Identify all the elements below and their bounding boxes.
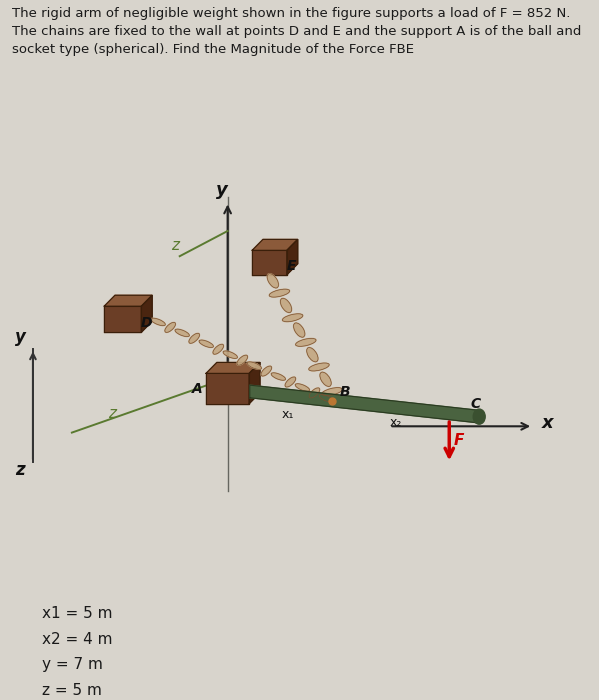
Ellipse shape [271,373,286,380]
Polygon shape [252,239,298,251]
Ellipse shape [247,362,262,370]
Text: x: x [542,414,553,433]
Text: D: D [141,316,152,330]
Polygon shape [249,363,260,404]
Text: z = 5 m: z = 5 m [42,682,102,698]
Text: x₁: x₁ [282,408,294,421]
Ellipse shape [322,388,343,395]
Ellipse shape [269,289,290,297]
Ellipse shape [473,409,485,424]
Polygon shape [104,306,141,332]
Text: The rigid arm of negligible weight shown in the figure supports a load of F = 85: The rigid arm of negligible weight shown… [12,7,582,56]
Ellipse shape [175,329,189,337]
Text: x₂: x₂ [389,416,402,429]
Text: A: A [192,382,202,395]
Ellipse shape [319,395,334,402]
Polygon shape [104,295,152,306]
Text: z: z [171,238,179,253]
Ellipse shape [295,338,316,346]
Text: B: B [340,385,350,399]
Ellipse shape [282,314,303,322]
Text: y: y [216,181,228,200]
Polygon shape [141,295,152,332]
Ellipse shape [307,347,318,362]
Ellipse shape [151,318,165,326]
Ellipse shape [285,377,296,387]
Text: E: E [286,258,296,272]
Polygon shape [252,251,287,274]
Ellipse shape [309,388,320,398]
Polygon shape [206,373,249,404]
Text: F: F [454,433,464,448]
Polygon shape [206,363,260,373]
Text: x1 = 5 m: x1 = 5 m [42,606,113,622]
Ellipse shape [213,344,223,354]
Text: y: y [15,328,26,346]
Polygon shape [250,385,479,423]
Ellipse shape [189,333,199,343]
Text: z: z [15,461,25,479]
Polygon shape [287,239,298,274]
Ellipse shape [308,363,329,371]
Ellipse shape [280,298,292,313]
Ellipse shape [165,323,176,332]
Text: z: z [108,406,116,421]
Text: y = 7 m: y = 7 m [42,657,103,672]
Text: x2 = 4 m: x2 = 4 m [42,631,113,647]
Ellipse shape [267,274,279,288]
Ellipse shape [223,351,237,358]
Ellipse shape [294,323,305,337]
Ellipse shape [320,372,331,386]
Ellipse shape [261,366,272,376]
Text: C: C [470,397,480,411]
Ellipse shape [199,340,213,347]
Ellipse shape [237,355,247,365]
Ellipse shape [295,384,310,391]
